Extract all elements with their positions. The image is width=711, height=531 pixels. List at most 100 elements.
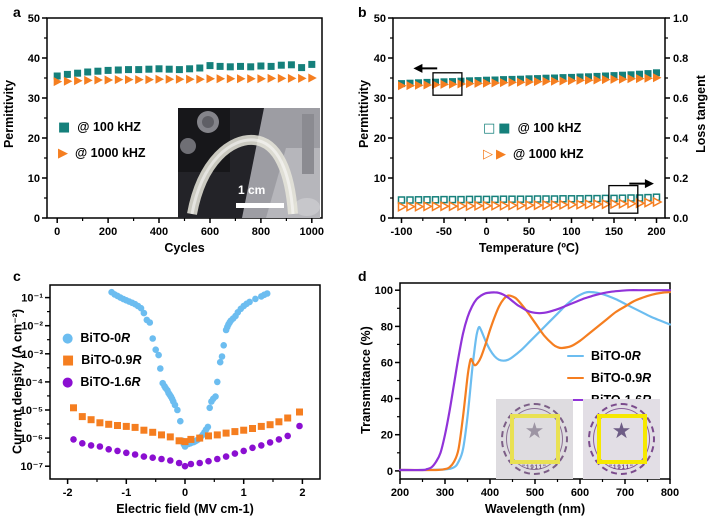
filled-square-swatch-icon: ■ xyxy=(58,119,71,135)
seal-inner-ring xyxy=(593,408,650,470)
x-tick-label: 800 xyxy=(252,226,270,238)
legend-entry: ■ BiTO-0.9R xyxy=(62,349,142,371)
x-tick-label: 400 xyxy=(150,226,168,238)
y-axis-title-a: Permittivity xyxy=(2,79,16,149)
leakage-current-chart: -2 -1 0 1 2 10⁻¹ 10⁻² 10⁻³ 10⁻⁴ 10⁻⁵ 10⁻⁶ 10⁻⁷ xyxy=(20,284,321,499)
annotation-box xyxy=(608,184,639,214)
x-tick-label: 600 xyxy=(571,487,589,499)
legend-label: BiTO-0.9R xyxy=(81,353,142,367)
panel-b: -100 -50 0 50 100 150 200 0 10 20 30 40 50 0.0 0.2 0.4 0… xyxy=(355,0,711,265)
y2-tick-label: 0.0 xyxy=(673,213,688,225)
y-tick-label: 40 xyxy=(28,53,40,65)
x-tick-label: 400 xyxy=(481,487,499,499)
x-axis-title-d: Wavelength (nm) xyxy=(484,502,586,516)
filled-triangle-swatch-icon: ▶ xyxy=(496,146,506,162)
y-tick-label: 10⁻⁴ xyxy=(20,377,43,389)
x-tick-label: 100 xyxy=(562,226,580,238)
filled-square-swatch-icon: ■ xyxy=(62,352,75,368)
y-tick-label: 40 xyxy=(381,394,393,406)
series-bito-1-6r xyxy=(70,422,303,470)
y-axis-title-b: Permittivity xyxy=(357,79,371,149)
seal-star-icon: ★ xyxy=(611,419,632,444)
line-swatch-icon xyxy=(567,354,584,358)
y-tick-label: 100 xyxy=(375,285,393,297)
filled-triangle-swatch-icon: ▶ xyxy=(58,145,68,161)
legend-label: @ 1000 kHZ xyxy=(513,147,584,161)
x-axis-title-a: Cycles xyxy=(164,241,205,255)
filled-circle-swatch-icon: ● xyxy=(62,330,74,346)
x-tick-label: 200 xyxy=(391,487,409,499)
y-tick-label: 10 xyxy=(374,173,386,185)
panel-a: 0 200 400 600 800 1000 0 10 20 30 40 50 a Cycles Pe… xyxy=(0,0,355,265)
y-tick-label: 10 xyxy=(28,173,40,185)
x-tick-label: 200 xyxy=(647,226,665,238)
y-tick-label: 10⁻⁶ xyxy=(20,433,43,445)
series-bito-0-9r xyxy=(70,404,303,446)
seal-inner-ring xyxy=(506,408,563,470)
x-tick-label: 300 xyxy=(436,487,454,499)
seal-outer-ring xyxy=(588,403,655,475)
panel-label-b: b xyxy=(358,4,367,20)
annotation-arrowhead xyxy=(413,63,423,73)
legend-label: @ 1000 kHZ xyxy=(75,146,146,160)
yellow-highlight-box xyxy=(509,414,560,464)
y-tick-label: 10⁻⁵ xyxy=(20,405,43,417)
x-tick-label: 1 xyxy=(241,487,247,499)
series--1000-khz xyxy=(53,73,317,87)
x-tick-label: 50 xyxy=(523,226,535,238)
open-triangle-swatch-icon: ▷ xyxy=(483,146,493,162)
legend-entry: ■ @ 100 kHZ xyxy=(58,114,146,140)
y-tick-label: 30 xyxy=(28,93,40,105)
scale-bar-label: 1 cm xyxy=(238,183,266,197)
x-tick-label: 0 xyxy=(483,226,489,238)
seal-outer-ring xyxy=(501,403,568,475)
x-tick-label: 700 xyxy=(616,487,634,499)
legend-label: BiTO-0.9R xyxy=(591,371,652,385)
y-tick-label: 10⁻² xyxy=(21,321,43,333)
annotation-arrowhead xyxy=(644,179,654,189)
x-tick-label: 0 xyxy=(182,487,188,499)
filled-circle-swatch-icon: ● xyxy=(62,374,74,390)
legend-label: BiTO-1.6R xyxy=(80,375,141,389)
permittivity-loss-vs-temperature-chart: -100 -50 0 50 100 150 200 0 10 20 30 40 50 0.0 0.2 0.4 0… xyxy=(374,13,689,238)
y-tick-label: 10⁻⁷ xyxy=(20,461,43,473)
series--100-khz xyxy=(53,60,316,80)
panel-d: 200 300 400 500 600 700 800 0 20 40 60 80 100 d Wave… xyxy=(355,265,711,531)
legend-label: BiTO-0R xyxy=(591,349,641,363)
x-tick-label: 500 xyxy=(526,487,544,499)
yellow-highlight-box xyxy=(596,414,647,464)
x-tick-label: -1 xyxy=(121,487,131,499)
x-axis-title-b: Temperature (ºC) xyxy=(478,241,580,255)
series-loss-tangent-1000-khz xyxy=(397,196,663,213)
y-tick-label: 0 xyxy=(387,466,393,478)
y2-tick-label: 0.6 xyxy=(673,93,688,105)
panel-c: -2 -1 0 1 2 10⁻¹ 10⁻² 10⁻³ 10⁻⁴ 10⁻⁵ 10⁻⁶ 10⁻⁷ c El… xyxy=(0,265,355,531)
y-tick-label: 50 xyxy=(374,13,386,25)
legend-entry: ▶ @ 1000 kHZ xyxy=(58,140,146,166)
line-swatch-icon xyxy=(567,398,584,402)
seal-star-icon: ★ xyxy=(524,419,545,444)
seal-year: "1911" xyxy=(522,465,547,471)
panel-label-a: a xyxy=(13,4,21,20)
y-tick-label: 0 xyxy=(380,213,386,225)
line-swatch-icon xyxy=(567,376,584,380)
x-tick-label: 2 xyxy=(299,487,305,499)
legend-b: □ ■ @ 100 kHZ ▷ ▶ @ 1000 kHZ xyxy=(483,115,584,167)
legend-label: @ 100 kHZ xyxy=(77,120,141,134)
y-tick-label: 60 xyxy=(381,358,393,370)
legend-entry: ● BiTO-1.6R xyxy=(62,371,142,393)
y-tick-label: 10⁻³ xyxy=(21,349,43,361)
y2-tick-label: 0.4 xyxy=(673,133,689,145)
legend-entry: ● BiTO-0R xyxy=(62,327,142,349)
panel-label-c: c xyxy=(13,268,21,284)
filled-square-swatch-icon: ■ xyxy=(498,120,511,136)
series-bito-0-9r xyxy=(398,290,672,472)
y-tick-label: 40 xyxy=(374,53,386,65)
scale-bar xyxy=(236,203,284,208)
legend-label: BiTO-0R xyxy=(80,331,131,345)
y-tick-label: 20 xyxy=(374,133,386,145)
y-tick-label: 30 xyxy=(374,93,386,105)
panel-label-d: d xyxy=(358,268,367,284)
seal-year: "1911" xyxy=(609,465,634,471)
